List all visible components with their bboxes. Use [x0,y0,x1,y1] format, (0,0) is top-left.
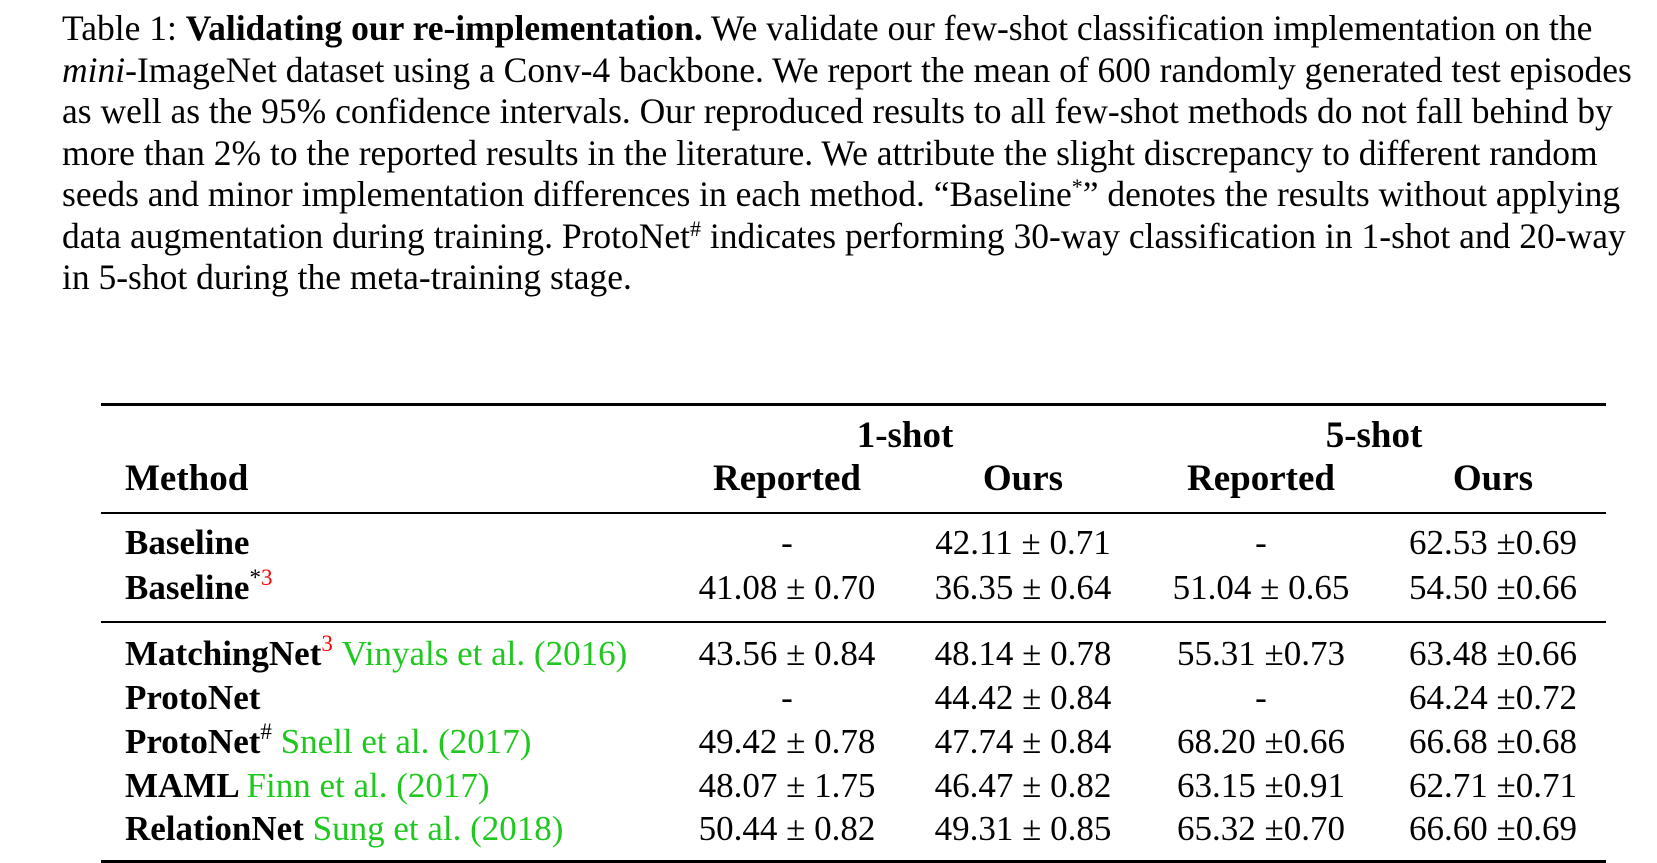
table-cell: - [781,678,793,717]
table-row-method: Baseline*3 [125,565,273,607]
table-cell: 48.07 ± 1.75 [698,766,876,805]
group-rule [101,621,1606,623]
caption-text-3: ” denotes the results without applying d… [62,174,1621,256]
table-cell: 68.20 ±0.66 [1177,722,1345,761]
col-header-5shot-ours: Ours [1452,458,1534,499]
citation-link[interactable]: Snell et al. (2017) [280,722,532,761]
table-row-method: ProtoNet [125,678,261,717]
table-cell: 49.31 ± 0.85 [934,809,1112,848]
table-row-method: ProtoNet# Snell et al. (2017) [125,719,532,761]
caption-label: Table 1: [62,8,177,48]
table-cell: 62.53 ±0.69 [1409,523,1577,562]
caption-text-2: -ImageNet dataset using a Conv-4 backbon… [62,49,1632,215]
table-cell: 49.42 ± 0.78 [698,722,876,761]
table-cell: 51.04 ± 0.65 [1172,568,1350,607]
table-cell: - [1255,523,1267,562]
table-cell: 55.31 ±0.73 [1177,634,1345,673]
group-header-5shot: 5-shot [1325,415,1423,456]
table-cell: 42.11 ± 0.71 [935,523,1111,562]
table-cell: 44.42 ± 0.84 [934,678,1112,717]
table-cell: 48.14 ± 0.78 [934,634,1112,673]
top-rule [101,403,1606,406]
caption-text-1: We validate our few-shot classification … [711,8,1593,48]
header-rule [101,512,1606,514]
table-cell: 36.35 ± 0.64 [934,568,1112,607]
table-row-method: RelationNet Sung et al. (2018) [125,809,564,848]
caption-sup-hash: # [690,215,702,241]
table-cell: - [1255,678,1267,717]
citation-link[interactable]: Sung et al. (2018) [312,809,564,848]
citation-link[interactable]: Vinyals et al. (2016) [341,634,628,673]
group-header-1shot: 1-shot [856,415,954,456]
col-header-1shot-ours: Ours [982,458,1064,499]
table-row-method: MatchingNet3 Vinyals et al. (2016) [125,631,628,673]
col-header-method: Method [125,458,249,499]
table-cell: 65.32 ±0.70 [1177,809,1345,848]
table-cell: - [781,523,793,562]
col-header-1shot-reported: Reported [713,458,861,499]
table-cell: 62.71 ±0.71 [1409,766,1577,805]
caption-sup-asterisk: * [1071,173,1083,199]
table-row-method: Baseline [125,523,250,562]
table-cell: 66.68 ±0.68 [1409,722,1577,761]
table-cell: 66.60 ±0.69 [1409,809,1577,848]
table-cell: 54.50 ±0.66 [1409,568,1577,607]
col-header-5shot-reported: Reported [1187,458,1335,499]
table-cell: 63.15 ±0.91 [1177,766,1345,805]
table-cell: 47.74 ± 0.84 [934,722,1112,761]
table-row-method: MAML Finn et al. (2017) [125,766,490,805]
table-caption: Table 1: Validating our re-implementatio… [62,8,1642,299]
caption-text-4: indicates performing 30-way classificati… [62,215,1626,298]
table-cell: 41.08 ± 0.70 [698,568,876,607]
citation-link[interactable]: Finn et al. (2017) [246,766,490,805]
table-cell: 50.44 ± 0.82 [698,809,876,848]
table-cell: 46.47 ± 0.82 [934,766,1112,805]
table-cell: 43.56 ± 0.84 [698,634,876,673]
caption-italic-mini: mini [62,49,126,90]
table-cell: 64.24 ±0.72 [1409,678,1577,717]
caption-title: Validating our re-implementation. [185,8,703,48]
table-cell: 63.48 ±0.66 [1409,634,1577,673]
